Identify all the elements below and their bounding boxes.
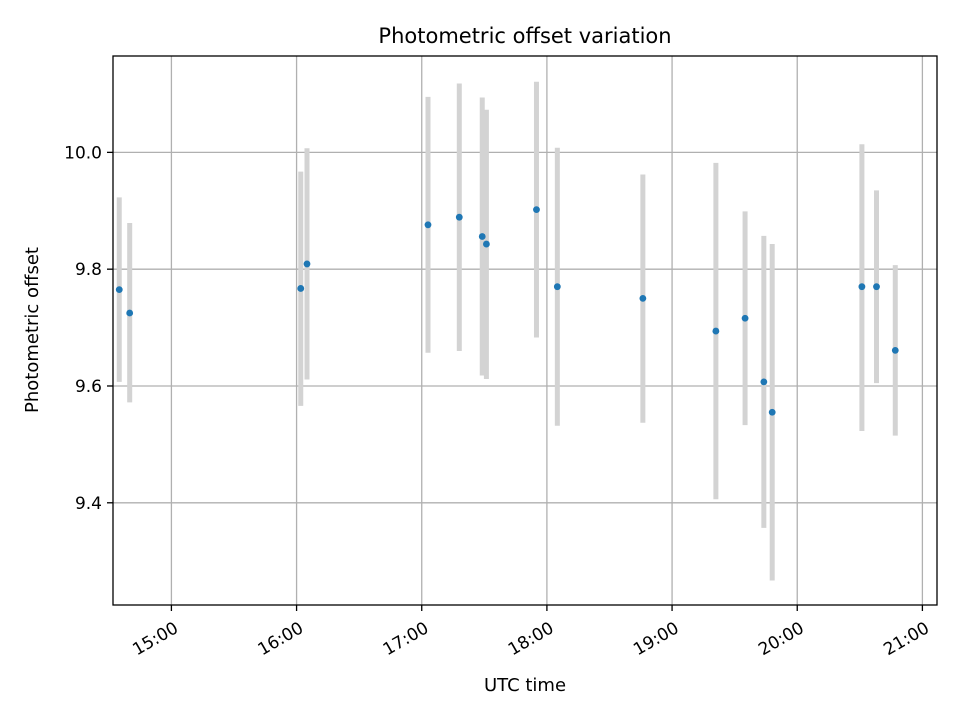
data-point	[553, 283, 561, 291]
data-point	[478, 233, 486, 240]
data-point	[126, 309, 134, 317]
chart-title: Photometric offset variation	[378, 24, 671, 48]
data-point	[483, 240, 490, 248]
y-axis-label: Photometric offset	[22, 247, 43, 413]
data-point	[768, 408, 776, 416]
data-point	[741, 314, 749, 322]
data-point	[639, 294, 647, 302]
data-point	[533, 206, 540, 214]
data-point	[455, 213, 463, 221]
data-point	[891, 346, 899, 354]
plot-frame	[112, 55, 938, 606]
y-tick-label: 9.8	[75, 260, 102, 280]
data-point	[873, 283, 880, 291]
data-point	[712, 327, 720, 335]
y-tick-label: 9.4	[75, 494, 102, 514]
data-points	[115, 206, 899, 416]
data-point	[303, 260, 311, 268]
y-tick-label: 9.6	[75, 377, 102, 397]
data-point	[760, 378, 768, 386]
data-point	[297, 285, 305, 292]
data-point	[858, 283, 866, 291]
data-point	[424, 221, 432, 229]
x-axis-label: UTC time	[484, 675, 566, 696]
grid	[113, 56, 937, 605]
y-tick-label: 10.0	[64, 143, 102, 163]
data-point	[115, 286, 123, 294]
